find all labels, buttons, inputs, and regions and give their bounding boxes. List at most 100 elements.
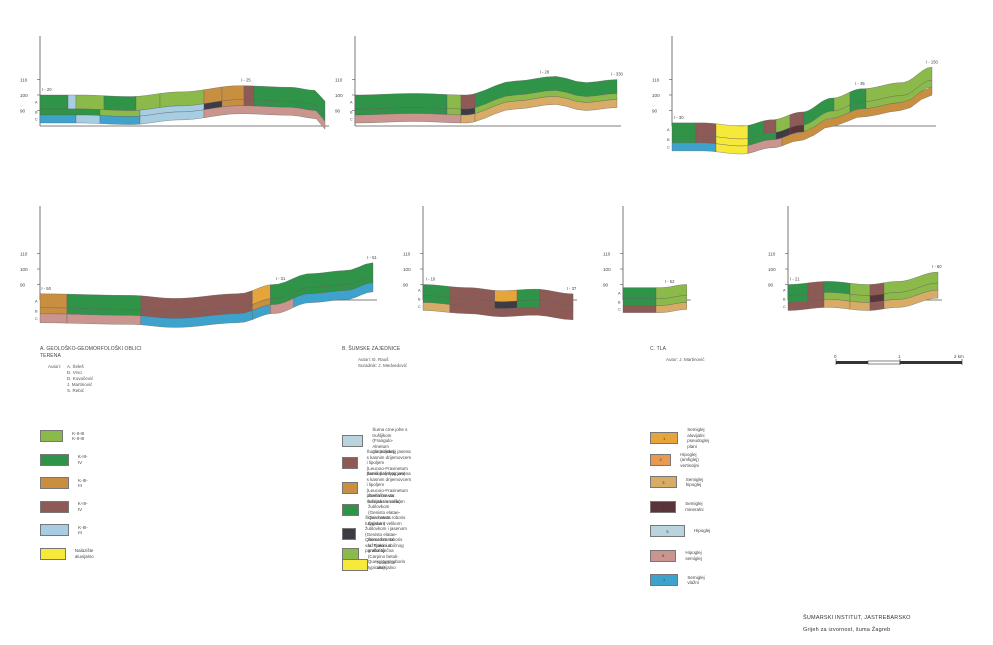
y-tick-label: 90 bbox=[768, 283, 774, 288]
profile-cell bbox=[67, 94, 77, 110]
profile-cell bbox=[494, 300, 518, 309]
profile-cell bbox=[446, 94, 462, 110]
legend-item: K-III-IV bbox=[40, 500, 89, 513]
profile-cell bbox=[807, 299, 825, 310]
legend-item-text: Šuma crne johe s trušljikom (Frangulo-Aln… bbox=[372, 427, 408, 455]
soil-profile: 110 100 90 A BC I - 28 I - 330 bbox=[335, 36, 624, 127]
scale-label: 2 km bbox=[954, 354, 964, 359]
profile-diagrams: 110 100 90 A B C I - 20 I - 25 110 100 90 A B C I - 28… bbox=[20, 36, 942, 328]
legend-item: 1 Semiglej aluvijalni pseudoglej plani bbox=[650, 427, 716, 449]
legend-swatch bbox=[342, 503, 360, 516]
legend-swatch bbox=[342, 559, 368, 571]
station-label: I - 21 bbox=[790, 276, 800, 281]
legend-item-line: Šuma hrasta lužnjaka i običnog graba tip… bbox=[367, 537, 404, 553]
station-label: I - 28 bbox=[540, 69, 550, 74]
y-tick-label: 100 bbox=[20, 93, 28, 98]
y-tick-label: 110 bbox=[652, 78, 660, 83]
profile-cell bbox=[99, 115, 141, 125]
legend-item: Šuma poljskog jasena s kasnim drijemovce… bbox=[342, 471, 412, 504]
legend-item-line: Šuma poljskog jasena s kasnim drijemovce… bbox=[366, 471, 412, 487]
profile-cell bbox=[883, 289, 939, 309]
legend-swatch bbox=[40, 477, 70, 489]
legend-item-text: Semiglej aluvijalni pseudoglej plani bbox=[687, 427, 716, 449]
legend-item-line: Šuma poljskog jasena s kasnim drijemovce… bbox=[366, 449, 412, 465]
legend-c-author: Autor: J. Martinović bbox=[666, 357, 705, 362]
legend-item: 5 Hipoglej bbox=[650, 525, 710, 537]
profile-cell bbox=[516, 299, 540, 309]
legend-a-title: A. GEOLOŠKO-GEOMORFOLOŠKI OBLICI TERENA bbox=[40, 346, 142, 359]
legend-a-author: D. Kovačević bbox=[67, 376, 94, 381]
profile-cell bbox=[671, 142, 717, 152]
profile-cell bbox=[39, 307, 68, 315]
legend-item: Nalazište aluvijalno bbox=[40, 547, 103, 560]
y-tick-label: 100 bbox=[603, 267, 611, 272]
legend-swatch bbox=[40, 524, 70, 536]
horizon-label: A bbox=[35, 101, 38, 105]
profile-cell bbox=[494, 289, 518, 302]
legend-item-text: Semiglej hipoglej bbox=[686, 477, 712, 488]
profile-cell bbox=[39, 94, 69, 110]
soil-profile: 110 100 90 A BC I - 50 I - 31 I - 51 bbox=[20, 206, 377, 328]
station-label: I - 25 bbox=[241, 78, 251, 83]
institution-footer: ŠUMARSKI INSTITUT, JASTREBARSKO Grijeh z… bbox=[803, 612, 911, 636]
legend-item-line: Semiglej mineralni bbox=[685, 501, 704, 512]
legend-item: Šuma hrasta lužnjaka i običnog graba tip… bbox=[342, 537, 408, 570]
legend-item-line: pseudoglej plani bbox=[687, 438, 710, 449]
legend-item-text: Nalazište aluvijalno bbox=[377, 560, 405, 571]
profile-cell bbox=[203, 105, 326, 130]
legend-item: Šuma crne johe s trušljikom (Frangulo-Aln… bbox=[342, 427, 408, 455]
legend-item-line: Semiglej vlažni bbox=[687, 574, 705, 586]
legend-item-line: Šuma hrasta lužnjaka s velikom žutilovko… bbox=[365, 515, 407, 531]
legend-item-text: Šuma hrasta lužnjaka i običnog graba tip… bbox=[368, 537, 408, 570]
legend-swatch bbox=[342, 434, 364, 447]
station-label: I - 20 bbox=[42, 87, 52, 92]
legend-item-line: Nalazište aluvijalno bbox=[376, 559, 396, 571]
legend-item-line: Hipoglej bbox=[694, 528, 711, 534]
legend-a-authors-label: Autori: bbox=[48, 364, 62, 369]
profile-cell bbox=[99, 109, 141, 117]
y-tick-label: 90 bbox=[652, 109, 658, 114]
y-tick-label: 90 bbox=[20, 109, 26, 114]
legend-item-line: (Carpino betuli-Quercetum roboris typicu… bbox=[367, 553, 406, 570]
profile-cell bbox=[787, 300, 809, 311]
legend-item-text: Šuma poljskog jasena s kasnim drijemovce… bbox=[367, 449, 412, 477]
profile-cell bbox=[460, 113, 476, 124]
legend-item: K-III-III bbox=[40, 477, 89, 489]
legend-item-text: Semiglej vlažni bbox=[687, 575, 711, 586]
legend-item: Šuma hrasta lužnjaka s velikom žutilovko… bbox=[342, 493, 408, 526]
legend-item-line: (Frangulo-Alnetum glutinosae) bbox=[372, 438, 395, 454]
station-label: I - 50 bbox=[41, 286, 51, 291]
legend-item: 7 Semiglej vlažni bbox=[650, 574, 711, 586]
profile-cell bbox=[807, 281, 825, 295]
horizon-label: B bbox=[618, 301, 621, 305]
horizon-label: B bbox=[350, 111, 353, 115]
profile-cell bbox=[695, 135, 717, 144]
profile-cell bbox=[516, 288, 540, 302]
station-label: I - 330 bbox=[611, 72, 624, 77]
profile-cell bbox=[75, 114, 101, 124]
legend-a-author: J. Martinović bbox=[67, 382, 93, 387]
legend-item-text: Šuma hrasta lužnjaka s velikom žutilovko… bbox=[368, 493, 408, 526]
profile-cell bbox=[39, 313, 68, 324]
profile-cell bbox=[622, 305, 657, 313]
legend-swatch bbox=[40, 547, 66, 560]
horizon-label: C bbox=[667, 145, 670, 149]
legend-b-author: Autori: Đ. Rauš bbox=[358, 357, 389, 362]
y-tick-label: 100 bbox=[20, 267, 28, 272]
station-label: I - 30 bbox=[674, 115, 684, 120]
profile-cell bbox=[66, 293, 141, 310]
horizon-label: C bbox=[35, 118, 38, 122]
horizon-label: A bbox=[418, 289, 421, 293]
horizon-label: B bbox=[418, 298, 421, 302]
profile-cell bbox=[474, 96, 618, 122]
legend-swatch: 5 bbox=[650, 525, 685, 537]
profile-cell bbox=[671, 135, 697, 144]
horizon-label: B bbox=[35, 309, 38, 313]
y-tick-label: 110 bbox=[20, 78, 28, 83]
legend-item-line: Hipoglej (amfiglej) vertisoljni bbox=[680, 451, 699, 468]
profile-cell bbox=[849, 282, 871, 296]
legend-item-line: Šuma crne johe s trušljikom bbox=[372, 427, 408, 438]
legend-swatch: 6 bbox=[650, 549, 677, 562]
legend-a-authors: A. Šeleš D. Vrso D. Kovačević J. Martino… bbox=[67, 364, 93, 394]
y-tick-label: 90 bbox=[335, 109, 341, 114]
